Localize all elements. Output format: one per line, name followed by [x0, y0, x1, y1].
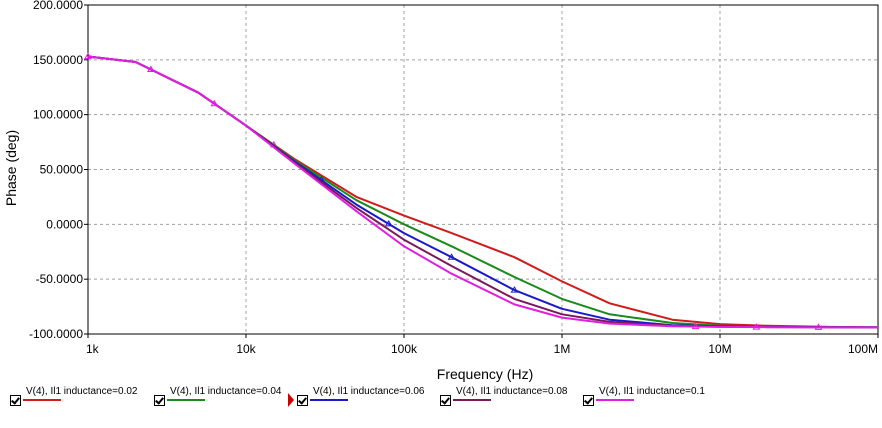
y-axis-title: Phase (deg) — [3, 130, 19, 206]
legend-label: V(4), Il1 inductance=0.04 — [170, 386, 282, 397]
legend-checkbox[interactable] — [10, 395, 21, 406]
x-axis: 1k 10k 100k 1M 10M 100M — [86, 334, 879, 356]
series-marker — [510, 286, 519, 293]
series-marker — [752, 323, 761, 330]
phase-plot: 200.0000 150.0000 100.0000 50.0000 0.0000 -50… — [3, 0, 879, 382]
series-marker — [447, 253, 456, 260]
y-tick-label: 50.0000 — [40, 163, 84, 177]
y-tick-label: 100.0000 — [33, 108, 83, 122]
legend-checkbox[interactable] — [297, 395, 308, 406]
series-marker — [691, 322, 700, 330]
series-marker — [814, 323, 823, 330]
series-marker — [384, 219, 393, 227]
y-tick-label: 150.0000 — [33, 53, 83, 67]
legend-label: V(4), Il1 inductance=0.02 — [26, 386, 138, 397]
legend-label: V(4), Il1 inductance=0.06 — [313, 386, 425, 397]
x-tick-label: 10M — [708, 342, 731, 356]
legend-label: V(4), Il1 inductance=0.1 — [599, 386, 705, 397]
legend-label: V(4), Il1 inductance=0.08 — [456, 386, 568, 397]
series-lines — [84, 52, 879, 330]
legend-checkbox[interactable] — [440, 395, 451, 406]
x-axis-title: Frequency (Hz) — [437, 366, 533, 382]
legend-swatch — [596, 399, 634, 401]
x-tick-label: 10k — [236, 342, 256, 356]
active-trace-marker — [288, 393, 294, 407]
x-tick-label: 1k — [86, 342, 100, 356]
x-tick-label: 100k — [391, 342, 418, 356]
y-tick-label: 0.0000 — [46, 217, 83, 231]
y-axis: 200.0000 150.0000 100.0000 50.0000 0.0000 -50… — [29, 0, 88, 341]
plot-frame — [87, 4, 879, 335]
legend-checkbox[interactable] — [154, 395, 165, 406]
legend-swatch — [23, 399, 61, 401]
legend: V(4), Il1 inductance=0.02 V(4), Il1 induc… — [0, 384, 882, 424]
grid — [88, 5, 878, 334]
series-line-5 — [87, 55, 878, 329]
x-tick-label: 100M — [848, 342, 878, 356]
legend-swatch — [453, 399, 491, 401]
x-tick-label: 1M — [554, 342, 571, 356]
y-tick-label: -50.0000 — [36, 272, 84, 286]
legend-checkbox[interactable] — [583, 395, 594, 406]
legend-swatch — [167, 399, 205, 401]
y-tick-label: -100.0000 — [29, 327, 83, 341]
legend-swatch — [310, 399, 348, 401]
y-tick-label: 200.0000 — [33, 0, 83, 12]
